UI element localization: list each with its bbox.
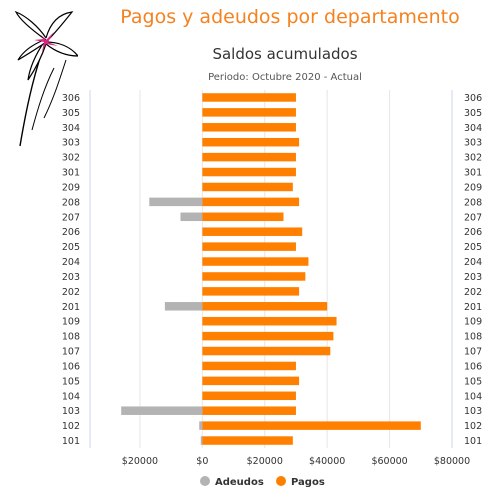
y-tick-label-right: 202	[464, 287, 482, 298]
chart-legend: Adeudos Pagos	[200, 476, 325, 488]
y-tick-label-right: 203	[464, 272, 482, 283]
x-axis-labels: $20000 $0 $20000 $40000 $60000 $80000	[122, 456, 470, 467]
y-tick-label-left: 108	[62, 332, 80, 343]
bar-pagos-202[interactable]	[202, 287, 300, 296]
bar-adeudos-208[interactable]	[149, 197, 203, 207]
y-tick-label-right: 303	[464, 138, 482, 149]
y-tick-label-right: 105	[464, 376, 482, 387]
bar-pagos-108[interactable]	[202, 331, 334, 341]
y-tick-label-left: 205	[62, 242, 80, 253]
chart-grid	[89, 90, 453, 448]
bar-pagos-305[interactable]	[202, 108, 296, 117]
y-tick-label-right: 109	[464, 317, 482, 328]
bar-pagos-106[interactable]	[202, 361, 296, 371]
bar-pagos-204[interactable]	[202, 257, 309, 266]
bar-pagos-104[interactable]	[202, 391, 296, 401]
bar-pagos-109[interactable]	[202, 316, 337, 326]
y-tick-label-left: 306	[62, 93, 80, 104]
bar-pagos-302[interactable]	[202, 152, 296, 162]
y-tick-label-left: 302	[62, 153, 80, 164]
bar-adeudos-101[interactable]	[200, 436, 203, 445]
bar-pagos-303[interactable]	[202, 137, 300, 147]
y-tick-label-left: 301	[62, 168, 80, 179]
legend-label-adeudos[interactable]: Adeudos	[215, 477, 264, 488]
y-tick-label-right: 103	[464, 406, 482, 417]
x-tick-label: $60000	[371, 456, 407, 467]
legend-label-pagos[interactable]: Pagos	[291, 477, 325, 488]
y-tick-label-left: 204	[62, 257, 80, 268]
y-tick-label-left: 201	[62, 302, 80, 313]
lily-flower-logo	[14, 10, 78, 147]
y-tick-label-left: 102	[62, 421, 80, 432]
x-tick-label: $0	[196, 456, 208, 467]
y-tick-label-right: 207	[464, 212, 482, 223]
x-tick-label: $40000	[309, 456, 345, 467]
chart-bars	[121, 93, 421, 445]
y-tick-label-right: 302	[464, 153, 482, 164]
y-tick-label-left: 202	[62, 287, 80, 298]
y-tick-label-left: 207	[62, 212, 80, 223]
y-tick-label-right: 201	[464, 302, 482, 313]
y-tick-label-right: 305	[464, 108, 482, 119]
y-tick-label-right: 102	[464, 421, 482, 432]
bar-pagos-103[interactable]	[202, 406, 296, 415]
y-tick-label-left: 105	[62, 376, 80, 387]
y-tick-label-left: 104	[62, 391, 80, 402]
y-tick-label-left: 203	[62, 272, 80, 283]
bar-pagos-203[interactable]	[202, 272, 306, 281]
y-tick-label-right: 301	[464, 168, 482, 179]
chart-title: Saldos acumulados	[212, 45, 357, 63]
bar-pagos-107[interactable]	[202, 346, 331, 356]
page-title: Pagos y adeudos por departamento	[120, 6, 460, 28]
bar-pagos-306[interactable]	[202, 93, 296, 102]
y-tick-label-left: 109	[62, 317, 80, 328]
y-tick-label-right: 205	[464, 242, 482, 253]
legend-marker-adeudos	[200, 476, 210, 486]
bar-pagos-102[interactable]	[202, 421, 421, 430]
y-tick-label-left: 304	[62, 123, 80, 134]
y-tick-label-left: 208	[62, 197, 80, 208]
bar-pagos-105[interactable]	[202, 376, 300, 386]
bar-pagos-209[interactable]	[202, 182, 293, 192]
bar-pagos-208[interactable]	[202, 197, 300, 207]
bar-pagos-101[interactable]	[202, 436, 293, 445]
bar-pagos-205[interactable]	[202, 242, 296, 251]
bar-adeudos-207[interactable]	[180, 212, 203, 222]
bar-pagos-207[interactable]	[202, 212, 284, 222]
bar-adeudos-103[interactable]	[121, 406, 203, 415]
y-tick-label-right: 106	[464, 361, 482, 372]
y-tick-label-left: 209	[62, 182, 80, 193]
y-tick-label-left: 107	[62, 347, 80, 358]
y-tick-label-left: 101	[62, 436, 80, 447]
y-tick-label-left: 305	[62, 108, 80, 119]
y-tick-label-right: 306	[464, 93, 482, 104]
y-tick-label-left: 206	[62, 227, 80, 238]
y-tick-label-right: 206	[464, 227, 482, 238]
y-tick-label-left: 303	[62, 138, 80, 149]
y-axis-labels: 306 306 305 305 304 304 303 303 302 302 301 301 209 2…	[62, 93, 482, 447]
y-tick-label-right: 204	[464, 257, 482, 268]
y-tick-label-right: 104	[464, 391, 482, 402]
y-tick-label-right: 208	[464, 197, 482, 208]
bar-pagos-304[interactable]	[202, 123, 296, 132]
bar-adeudos-102[interactable]	[199, 421, 203, 430]
y-tick-label-right: 108	[464, 332, 482, 343]
bar-pagos-206[interactable]	[202, 227, 303, 236]
x-tick-label: $20000	[247, 456, 283, 467]
y-tick-label-right: 304	[464, 123, 482, 134]
bar-adeudos-201[interactable]	[164, 302, 203, 311]
bar-pagos-201[interactable]	[202, 302, 328, 311]
y-tick-label-left: 103	[62, 406, 80, 417]
y-tick-label-right: 101	[464, 436, 482, 447]
y-tick-label-right: 107	[464, 347, 482, 358]
y-tick-label-left: 106	[62, 361, 80, 372]
y-tick-label-right: 209	[464, 182, 482, 193]
chart-subtitle: Periodo: Octubre 2020 - Actual	[208, 72, 362, 83]
x-tick-label: $80000	[434, 456, 470, 467]
x-tick-label: $20000	[122, 456, 158, 467]
bar-pagos-301[interactable]	[202, 167, 296, 177]
legend-marker-pagos	[276, 476, 286, 486]
